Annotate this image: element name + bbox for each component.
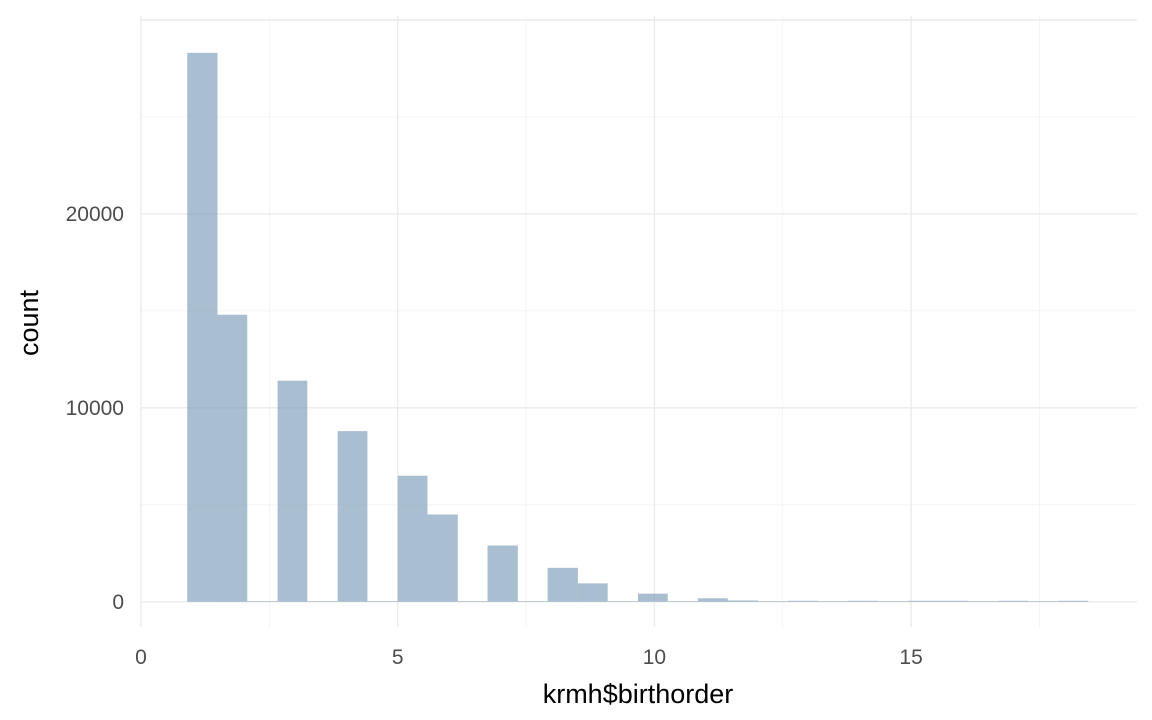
histogram-bar: [277, 380, 308, 602]
histogram-bar: [727, 600, 759, 602]
histogram-bar: [637, 593, 668, 602]
histogram-bar: [878, 601, 909, 602]
histogram-bar: [517, 601, 548, 602]
histogram-bar: [337, 431, 368, 602]
histogram-bar: [217, 314, 248, 602]
y-tick-label: 20000: [66, 203, 124, 226]
histogram-bar: [847, 600, 879, 602]
x-tick-label: 10: [643, 646, 666, 669]
histogram-bar: [547, 567, 578, 602]
histogram-bar: [427, 514, 458, 602]
histogram-bar: [818, 601, 848, 602]
histogram-bar: [787, 600, 819, 602]
x-tick-label: 15: [899, 646, 922, 669]
y-tick-label: 10000: [66, 397, 124, 420]
histogram-bar: [667, 601, 699, 602]
histogram-bar: [577, 583, 608, 602]
x-tick-label: 0: [135, 646, 147, 669]
histogram-bar: [397, 475, 428, 602]
histogram-bar: [698, 598, 728, 602]
y-tick-label: 0: [112, 591, 124, 614]
x-axis-title: krmh$birthorder: [543, 679, 734, 709]
bars-layer: [187, 52, 1089, 602]
x-tick-label: 5: [392, 646, 404, 669]
histogram-bar: [938, 600, 969, 602]
histogram-bar: [307, 601, 338, 602]
histogram-bar: [968, 601, 999, 602]
y-axis-ticks: 0 10000 20000: [66, 203, 124, 614]
histogram-bar: [607, 601, 638, 602]
x-axis-ticks: 0 5 10 15: [135, 646, 923, 669]
histogram-bar: [457, 601, 488, 602]
histogram-bar: [367, 601, 398, 602]
histogram-bar: [1028, 601, 1059, 602]
histogram-bar: [247, 601, 278, 602]
y-axis-title: count: [14, 289, 44, 356]
histogram-bar: [758, 601, 788, 602]
histogram-bar: [908, 600, 939, 602]
histogram-bar: [1058, 600, 1089, 602]
histogram-bar: [187, 52, 218, 602]
histogram-bar: [487, 545, 518, 602]
histogram-bar: [998, 600, 1029, 602]
